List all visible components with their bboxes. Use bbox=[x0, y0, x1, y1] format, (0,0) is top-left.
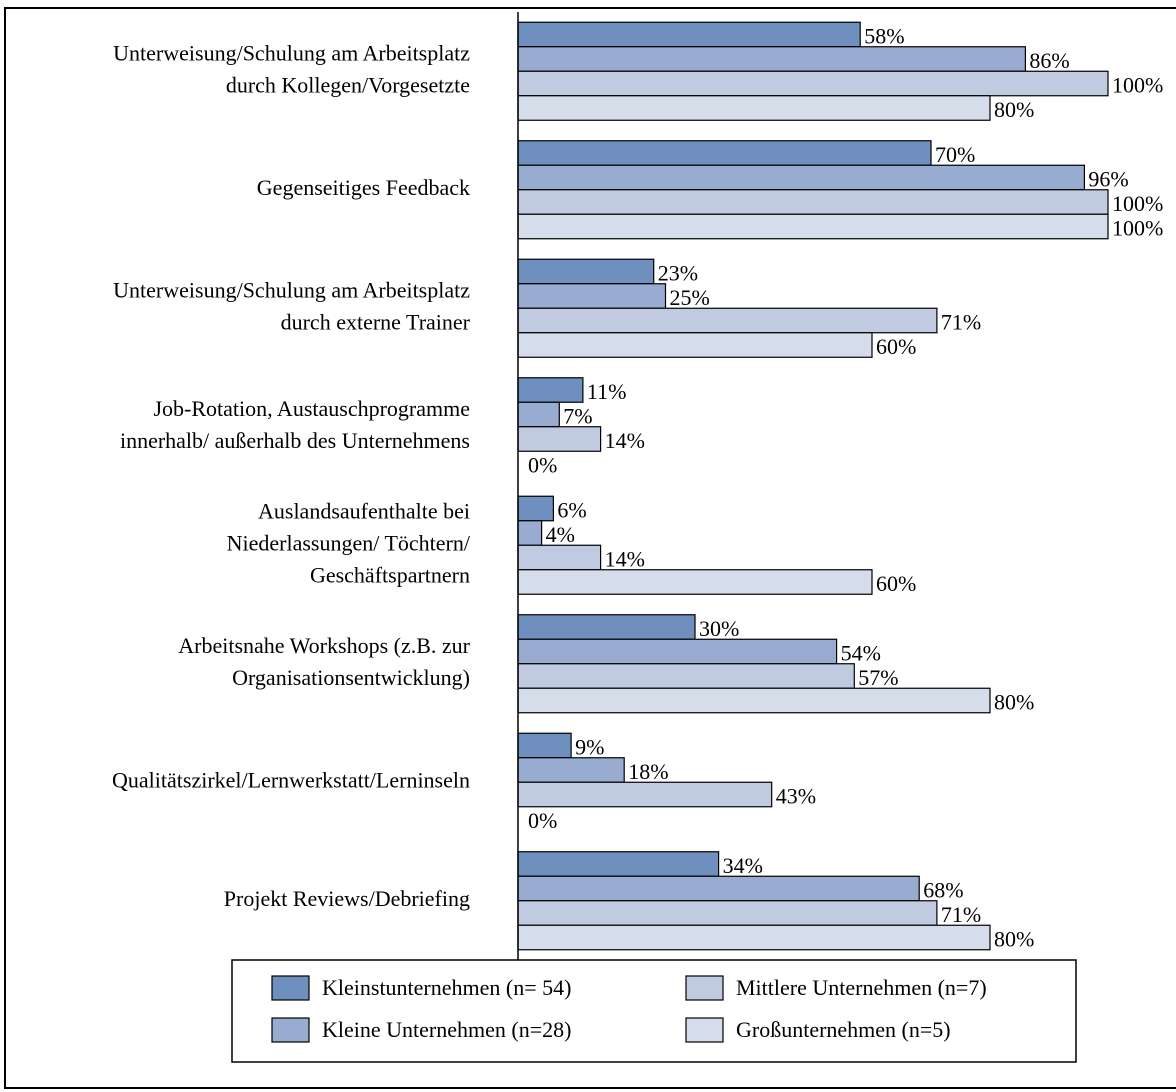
legend-label: Großunternehmen (n=5) bbox=[736, 1017, 951, 1042]
data-label: 0% bbox=[528, 453, 557, 478]
y-tick-label: Arbeitsnahe Workshops (z.B. zur Organisat… bbox=[178, 633, 470, 690]
data-label: 30% bbox=[699, 616, 739, 641]
data-label: 18% bbox=[628, 759, 668, 784]
bar bbox=[517, 544, 602, 571]
legend-swatch bbox=[685, 975, 724, 1001]
data-label: 34% bbox=[723, 853, 763, 878]
legend-swatch bbox=[271, 1017, 310, 1043]
bar bbox=[517, 283, 667, 309]
data-label: 86% bbox=[1029, 48, 1069, 73]
y-tick-label: Job-Rotation, Austauschprogramme innerhal… bbox=[120, 396, 470, 453]
data-label: 6% bbox=[557, 498, 586, 523]
bar bbox=[517, 46, 1026, 72]
data-label: 54% bbox=[841, 641, 881, 666]
legend-label: Kleine Unternehmen (n=28) bbox=[322, 1017, 571, 1042]
y-tick-label: Gegenseitiges Feedback bbox=[257, 175, 470, 200]
data-label: 9% bbox=[575, 735, 604, 760]
bar bbox=[517, 757, 625, 783]
data-label: 80% bbox=[994, 97, 1034, 122]
data-label: 96% bbox=[1088, 167, 1128, 192]
data-label: 7% bbox=[563, 404, 592, 429]
data-label: 11% bbox=[587, 379, 627, 404]
data-label: 68% bbox=[923, 878, 963, 903]
bar bbox=[517, 213, 1109, 240]
bar bbox=[517, 781, 773, 808]
data-label: 60% bbox=[876, 334, 916, 359]
legend-label: Kleinstunternehmen (n= 54) bbox=[322, 975, 571, 1000]
data-label: 100% bbox=[1112, 216, 1163, 241]
bar bbox=[517, 614, 696, 640]
data-label: 14% bbox=[605, 428, 645, 453]
bar bbox=[517, 924, 991, 951]
bar bbox=[517, 520, 543, 546]
legend-box bbox=[231, 959, 1077, 1063]
bar bbox=[517, 401, 560, 428]
data-label: 100% bbox=[1112, 73, 1163, 98]
legend-swatch bbox=[685, 1017, 724, 1043]
data-label: 100% bbox=[1112, 191, 1163, 216]
bar bbox=[517, 495, 555, 522]
data-label: 80% bbox=[994, 690, 1034, 715]
bar bbox=[517, 164, 1086, 191]
legend-swatch bbox=[271, 975, 310, 1001]
data-label: 14% bbox=[605, 547, 645, 572]
y-tick-label: Unterweisung/Schulung am Arbeitsplatz dur… bbox=[113, 40, 470, 97]
data-label: 23% bbox=[658, 261, 698, 286]
bar bbox=[517, 638, 838, 665]
bar bbox=[517, 377, 584, 403]
bar bbox=[517, 189, 1109, 215]
data-label: 58% bbox=[864, 24, 904, 49]
bar bbox=[517, 332, 873, 358]
y-tick-label: Unterweisung/Schulung am Arbeitsplatz dur… bbox=[113, 277, 470, 334]
bar bbox=[517, 140, 932, 166]
bar bbox=[517, 732, 572, 759]
bar bbox=[517, 70, 1109, 97]
y-tick-label: Qualitätszirkel/Lernwerkstatt/Lerninseln bbox=[112, 767, 470, 792]
bar bbox=[517, 569, 873, 595]
y-tick-label: Auslandsaufenthalte bei Niederlassungen/ … bbox=[227, 498, 471, 587]
data-label: 57% bbox=[858, 665, 898, 690]
data-label: 43% bbox=[776, 784, 816, 809]
legend-label: Mittlere Unternehmen (n=7) bbox=[736, 975, 987, 1000]
data-label: 60% bbox=[876, 571, 916, 596]
bar bbox=[517, 426, 602, 452]
bar bbox=[517, 21, 861, 48]
bar bbox=[517, 307, 938, 334]
bar bbox=[517, 687, 991, 714]
data-label: 4% bbox=[546, 522, 575, 547]
bar bbox=[517, 875, 920, 902]
data-label: 25% bbox=[670, 285, 710, 310]
data-label: 71% bbox=[941, 310, 981, 335]
bar bbox=[517, 95, 991, 121]
y-tick-label: Projekt Reviews/Debriefing bbox=[224, 886, 470, 911]
bar bbox=[517, 900, 938, 926]
data-label: 0% bbox=[528, 808, 557, 833]
data-label: 71% bbox=[941, 902, 981, 927]
bar bbox=[517, 663, 855, 689]
bar bbox=[517, 258, 655, 285]
data-label: 80% bbox=[994, 927, 1034, 952]
data-label: 70% bbox=[935, 142, 975, 167]
bar bbox=[517, 851, 720, 877]
